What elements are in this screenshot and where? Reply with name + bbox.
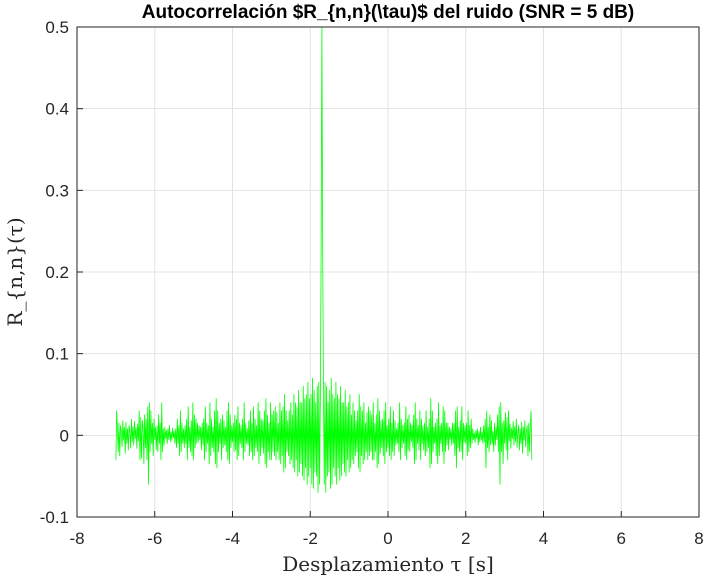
x-tick-label: 4	[539, 529, 548, 548]
x-tick-label: 8	[694, 529, 703, 548]
y-tick-label: 0.4	[45, 100, 69, 119]
x-tick-label: -8	[69, 529, 84, 548]
x-axis: -8 -6 -4 -2 0 2 4 6 8	[69, 511, 704, 548]
y-tick-label: 0	[60, 426, 69, 445]
chart-title: Autocorrelación $R_{n,n}(\tau)$ del ruid…	[142, 2, 634, 23]
x-tick-label: 6	[617, 529, 626, 548]
x-tick-label: -6	[147, 529, 162, 548]
y-tick-label: -0.1	[40, 508, 69, 527]
x-tick-label: -4	[225, 529, 240, 548]
x-axis-label: Desplazamiento τ [s]	[282, 552, 494, 576]
y-tick-label: 0.3	[45, 181, 69, 200]
y-tick-label: 0.1	[45, 345, 69, 364]
x-tick-label: 2	[461, 529, 470, 548]
y-axis-label: R_{n,n}(τ)	[3, 217, 27, 326]
series-group	[115, 26, 533, 493]
x-tick-label: 0	[383, 529, 392, 548]
y-tick-label: 0.2	[45, 263, 69, 282]
x-tick-label: -2	[303, 529, 318, 548]
y-axis: -0.1 0 0.1 0.2 0.3 0.4 0.5	[40, 18, 83, 527]
series-line-0	[115, 26, 533, 493]
y-tick-label: 0.5	[45, 18, 69, 37]
